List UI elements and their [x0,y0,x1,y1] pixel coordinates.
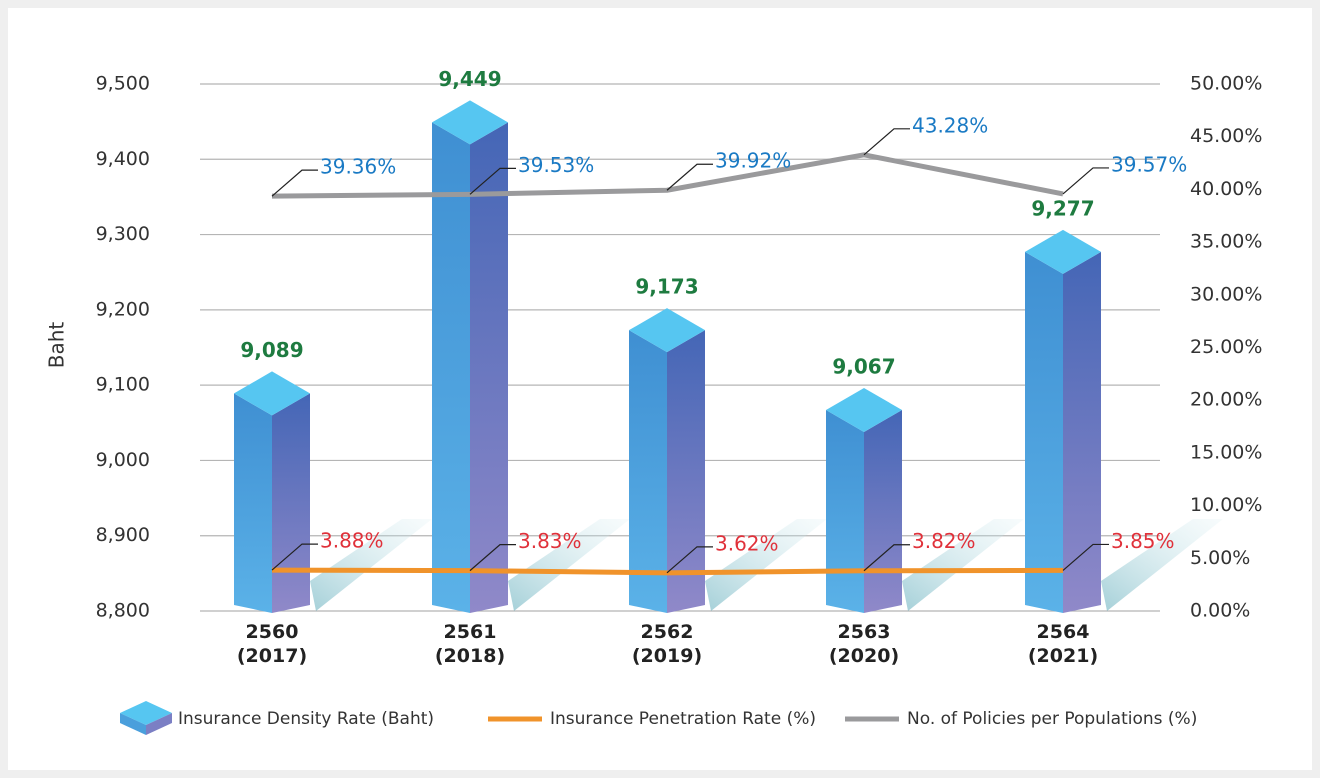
data-label: 39.57% [1111,152,1187,176]
leader-line [1062,167,1109,195]
data-label: 3.88% [320,529,384,553]
x-tick-label: 2560 (2017) [236,621,308,667]
y-tick-label: 9,500 [96,73,150,95]
data-label: 9,089 [240,338,303,362]
y2-tick-label: 35.00% [1190,231,1262,253]
bar-top [629,308,705,353]
bar-side [864,409,902,613]
leader-line [666,163,713,191]
bar [234,393,272,613]
y-tick-label: 9,200 [96,298,150,320]
bar-shadow [508,519,630,611]
leader-line [1062,543,1109,571]
data-label: 39.53% [518,153,594,177]
y-axis-label: Baht [45,322,69,369]
x-tick-label: 2563 (2020) [828,621,900,667]
leader-line [863,544,910,572]
y2-tick-label: 15.00% [1190,441,1262,463]
y2-tick-label: 50.00% [1190,73,1262,95]
leader-line [666,546,713,574]
bar-shadow [310,519,432,611]
data-label: 3.83% [518,529,582,553]
bar-side [1063,251,1101,613]
data-label: 39.36% [320,155,396,179]
data-label: 9,173 [635,275,698,299]
bar [432,122,470,613]
chart: Baht 8,800 8,900 9,000 9,100 9,200 9,300 9,400… [45,67,1262,735]
x-tick-label: 2564 (2021) [1027,621,1099,667]
bar [629,330,667,613]
bar-shadow [705,519,827,611]
data-label: 3.82% [912,529,976,553]
y-tick-label: 9,400 [96,148,150,170]
bar-shadow [902,519,1024,611]
x-tick-label: 2562 (2019) [631,621,703,667]
bar-top [1025,229,1101,274]
legend-label: Insurance Density Rate (Baht) [178,709,434,729]
data-label: 9,067 [832,354,895,378]
data-label: 3.85% [1111,529,1175,553]
bar-shadow [1101,519,1223,611]
y2-tick-label: 40.00% [1190,178,1262,200]
leader-line [469,167,516,195]
y-tick-label: 9,000 [96,449,150,471]
x-tick-label: 2561 (2018) [434,621,506,667]
y-tick-label: 9,300 [96,223,150,245]
bar-top [826,387,902,432]
data-label: 3.62% [715,531,779,555]
y2-tick-label: 20.00% [1190,389,1262,411]
data-label: 39.92% [715,149,791,173]
y2-tick-label: 45.00% [1190,125,1262,147]
data-label: 43.28% [912,113,988,137]
legend-label: No. of Policies per Populations (%) [907,709,1197,729]
data-label: 9,277 [1031,196,1094,220]
y-tick-label: 8,900 [96,524,150,546]
bar-top [234,371,310,416]
bar [1025,251,1063,613]
y2-tick-label: 10.00% [1190,494,1262,516]
y-tick-label: 9,100 [96,374,150,396]
bar-side [667,330,705,613]
leader-line [271,543,318,571]
y-tick-label: 8,800 [96,600,150,622]
leader-line [271,169,318,197]
y2-tick-label: 0.00% [1190,600,1250,622]
data-label: 9,449 [438,67,501,91]
bar-top [432,100,508,145]
legend-swatch [120,713,146,735]
y2-tick-label: 25.00% [1190,336,1262,358]
legend-label: Insurance Penetration Rate (%) [550,709,816,729]
y2-tick-label: 30.00% [1190,283,1262,305]
chart-panel: Baht 8,800 8,900 9,000 9,100 9,200 9,300 9,400… [8,8,1312,770]
bar-side [470,122,508,613]
leader-line [469,544,516,572]
bar [826,409,864,613]
y2-tick-label: 5.00% [1190,547,1250,569]
leader-line [863,128,910,156]
legend-swatch [146,713,172,735]
bar-side [272,393,310,613]
